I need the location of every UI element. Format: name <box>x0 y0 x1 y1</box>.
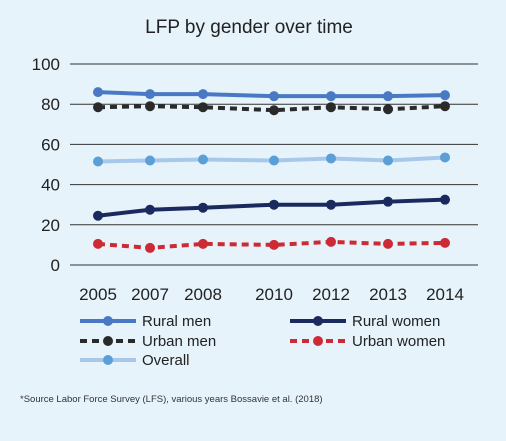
legend-label-rural-women: Rural women <box>352 313 440 330</box>
series-rural-men <box>93 87 450 102</box>
data-point-urban-women <box>440 237 450 248</box>
data-point-rural-women <box>440 194 450 205</box>
x-axis-ticks: 2005 2007 2008 2010 2012 2013 2014 <box>79 285 464 304</box>
data-point-urban-women <box>93 238 103 249</box>
data-point-rural-men <box>326 91 336 102</box>
y-tick-label: 20 <box>41 216 60 235</box>
data-point-rural-women <box>145 204 155 215</box>
data-point-urban-men <box>93 102 103 113</box>
data-point-urban-men <box>198 102 208 113</box>
data-point-urban-women <box>269 239 279 250</box>
series-rural-women <box>93 194 450 221</box>
data-point-rural-women <box>198 202 208 213</box>
grid-lines <box>70 63 478 266</box>
data-point-rural-men <box>269 91 279 102</box>
y-tick-label: 60 <box>41 135 60 154</box>
legend-marker-rural-women <box>313 316 323 326</box>
data-point-rural-men <box>440 90 450 101</box>
data-point-rural-men <box>383 91 393 102</box>
y-axis-ticks: 0 20 40 60 80 100 <box>32 55 60 275</box>
legend-marker-overall <box>103 355 113 365</box>
data-point-rural-men <box>198 89 208 100</box>
data-point-overall <box>383 155 393 166</box>
data-point-urban-men <box>269 105 279 116</box>
data-point-overall <box>326 153 336 164</box>
data-point-overall <box>145 155 155 166</box>
legend-label-urban-women: Urban women <box>352 333 445 350</box>
y-tick-label: 0 <box>51 256 60 275</box>
legend-item-rural-women: Rural women <box>290 313 440 330</box>
data-point-overall <box>440 152 450 163</box>
x-tick-label: 2005 <box>79 285 117 304</box>
legend-item-rural-men: Rural men <box>80 313 211 330</box>
series-urban-women <box>93 236 450 253</box>
legend: Rural men Rural women Urban men Urban women… <box>80 313 445 369</box>
data-point-rural-men <box>93 87 103 98</box>
chart-title: LFP by gender over time <box>145 17 353 38</box>
x-tick-label: 2008 <box>184 285 222 304</box>
legend-item-overall: Overall <box>80 352 190 369</box>
data-point-rural-men <box>145 89 155 100</box>
data-point-rural-women <box>93 210 103 221</box>
data-point-urban-women <box>326 236 336 247</box>
data-point-overall <box>93 156 103 167</box>
y-tick-label: 80 <box>41 95 60 114</box>
data-point-urban-men <box>440 101 450 112</box>
data-point-rural-women <box>326 199 336 210</box>
x-tick-label: 2013 <box>369 285 407 304</box>
y-tick-label: 40 <box>41 176 60 195</box>
legend-marker-rural-men <box>103 316 113 326</box>
data-point-rural-women <box>383 196 393 207</box>
series-overall <box>93 152 450 167</box>
data-point-overall <box>198 154 208 165</box>
legend-label-urban-men: Urban men <box>142 333 216 350</box>
series-urban-men <box>93 101 450 116</box>
data-point-urban-women <box>198 238 208 249</box>
legend-item-urban-women: Urban women <box>290 333 445 350</box>
data-point-rural-women <box>269 199 279 210</box>
legend-marker-urban-men <box>103 336 113 346</box>
y-tick-label: 100 <box>32 55 60 74</box>
x-tick-label: 2010 <box>255 285 293 304</box>
legend-item-urban-men: Urban men <box>80 333 216 350</box>
legend-marker-urban-women <box>313 336 323 346</box>
x-tick-label: 2014 <box>426 285 464 304</box>
series-lines <box>93 87 450 253</box>
data-point-urban-men <box>145 101 155 112</box>
x-tick-label: 2007 <box>131 285 169 304</box>
source-note: *Source Labor Force Survey (LFS), variou… <box>20 394 323 405</box>
data-point-urban-women <box>383 238 393 249</box>
data-point-urban-men <box>326 102 336 113</box>
data-point-overall <box>269 155 279 166</box>
legend-label-overall: Overall <box>142 352 190 369</box>
legend-label-rural-men: Rural men <box>142 313 211 330</box>
data-point-urban-men <box>383 104 393 115</box>
data-point-urban-women <box>145 242 155 253</box>
x-tick-label: 2012 <box>312 285 350 304</box>
